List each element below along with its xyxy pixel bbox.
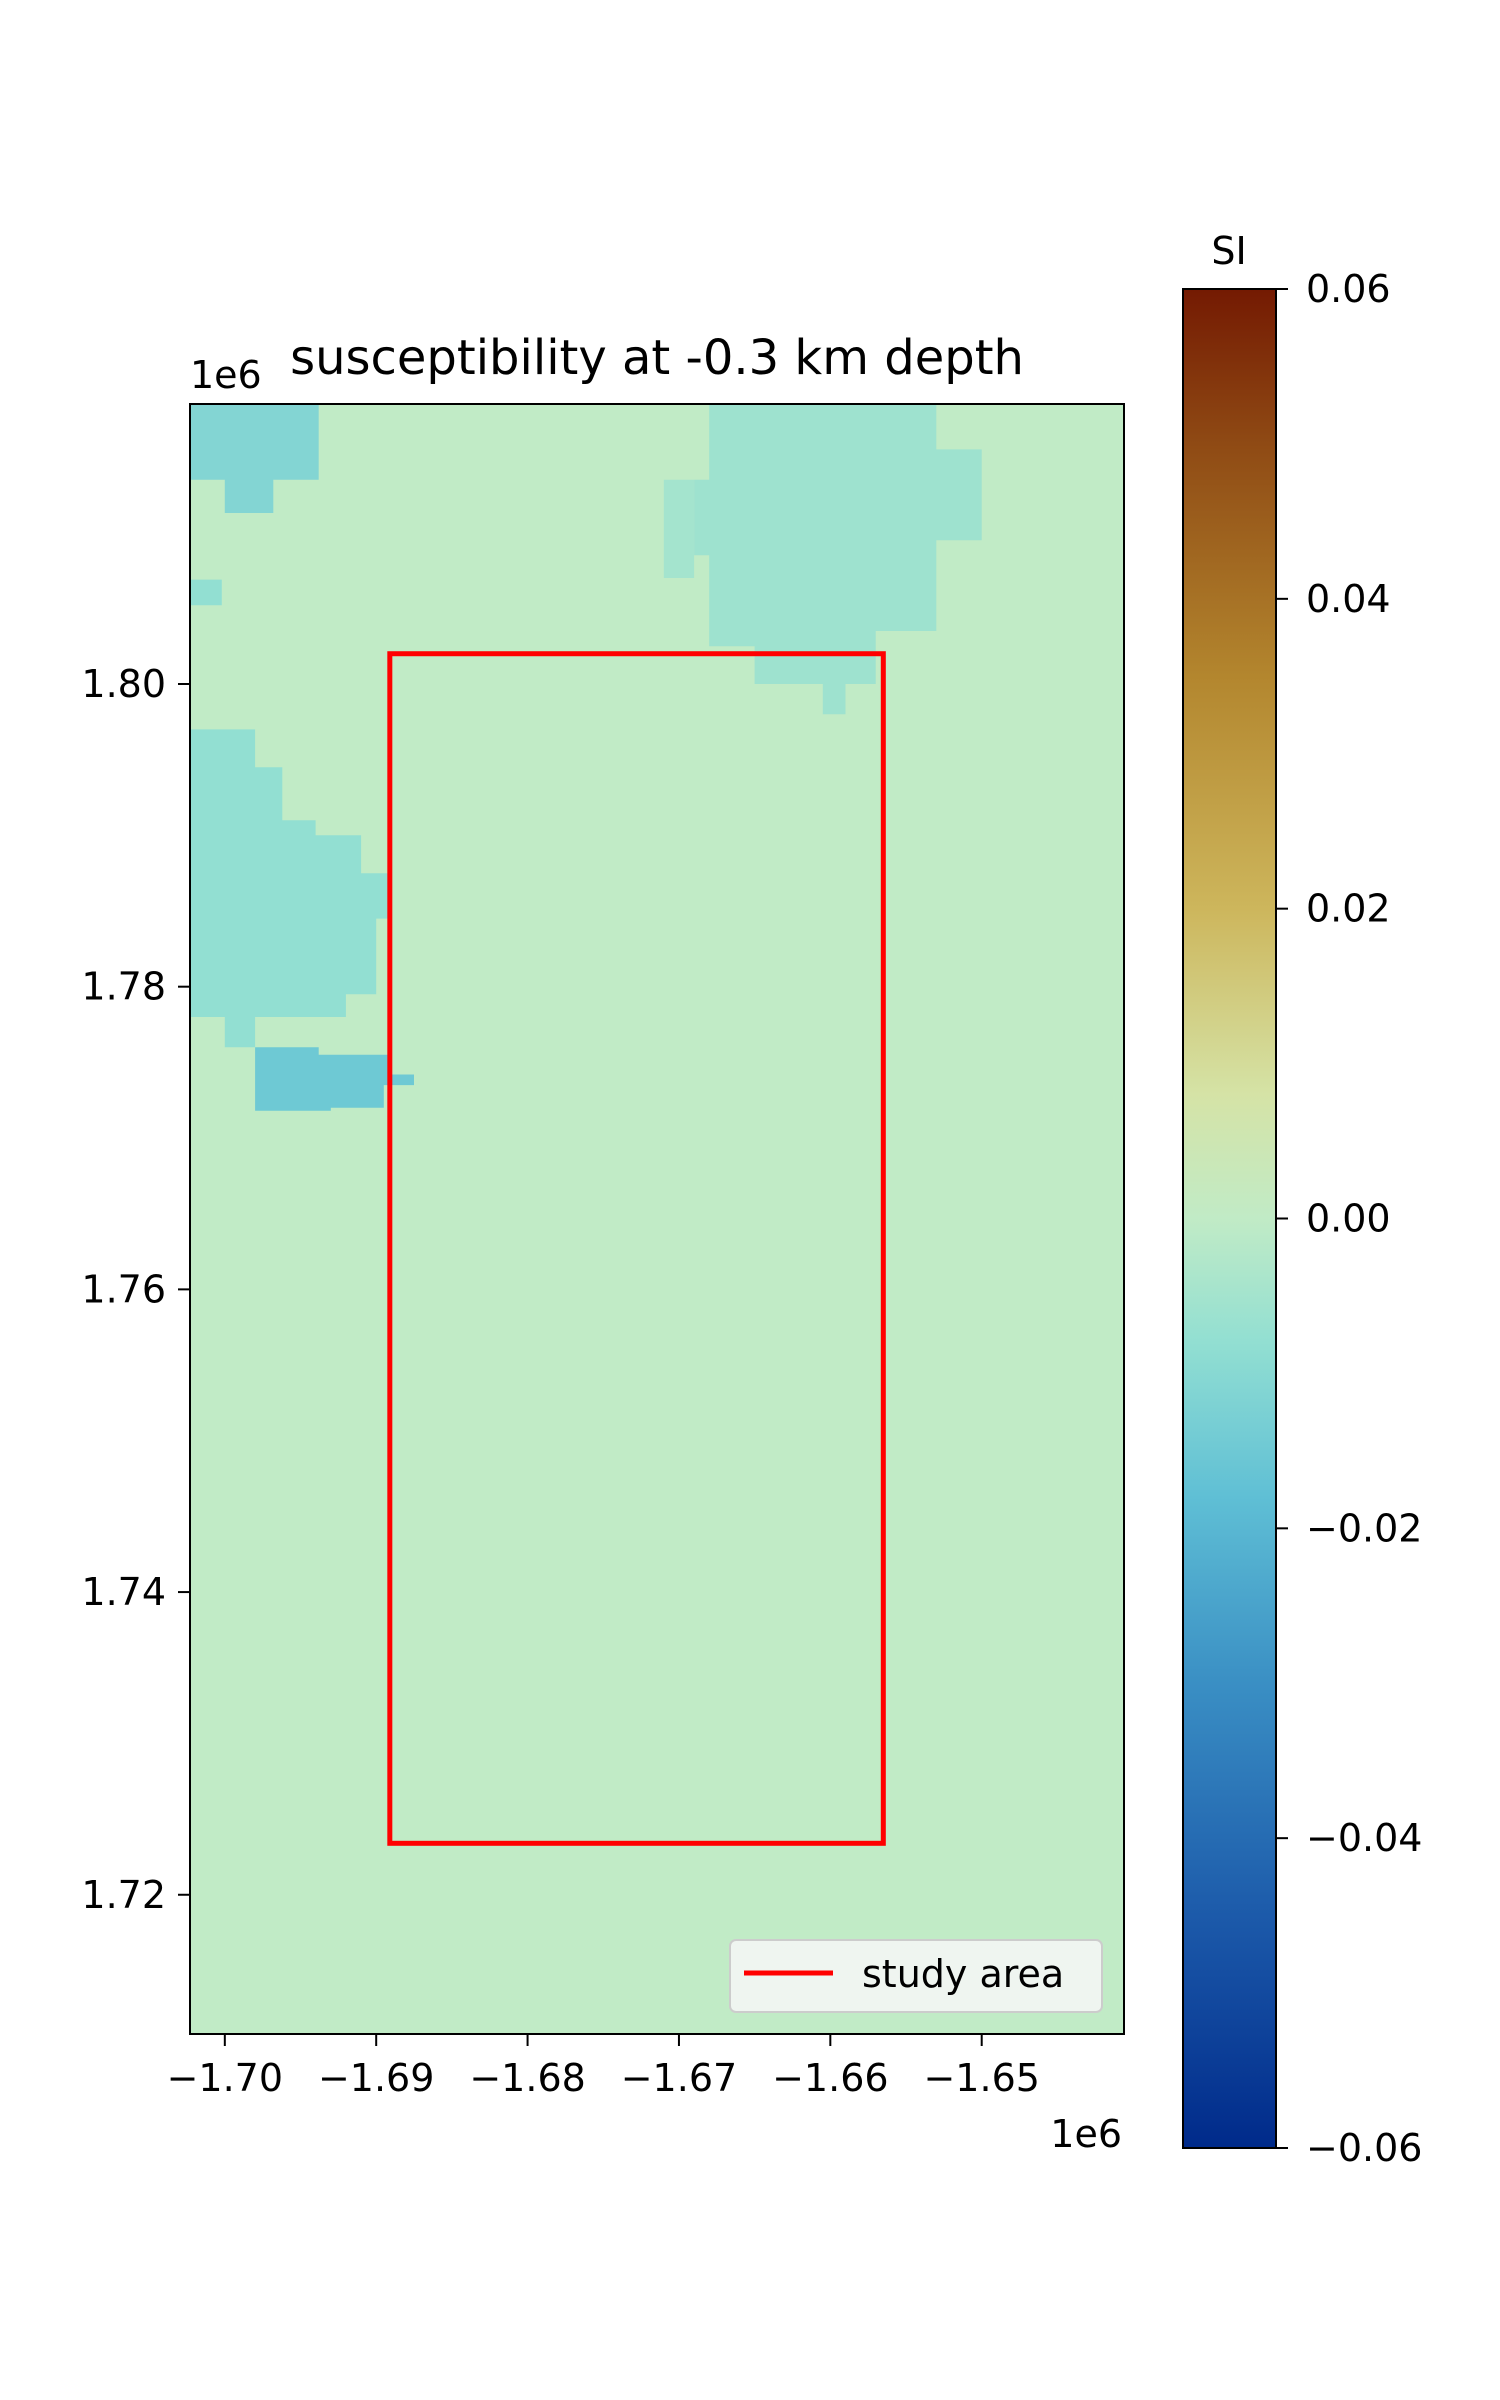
plot-title: susceptibility at -0.3 km depth [290, 330, 1024, 386]
x-tick-label: −1.65 [923, 2056, 1039, 2100]
y-tick-label: 1.76 [81, 1267, 166, 1311]
y-tick-label: 1.80 [81, 662, 166, 706]
anomaly-patch-0 [190, 404, 319, 513]
legend-label-study-area: study area [862, 1952, 1064, 1996]
anomaly-patch-5 [663, 479, 695, 578]
colorbar-tick-label: 0.04 [1306, 577, 1391, 621]
y-axis: 1.72 1.74 1.76 1.78 1.80 [81, 662, 190, 1917]
colorbar-label: SI [1211, 229, 1246, 273]
colorbar-gradient [1182, 288, 1277, 2149]
colorbar-tick-label: −0.06 [1306, 2126, 1422, 2170]
x-tick-label: −1.70 [167, 2056, 283, 2100]
colorbar-tick-label: 0.06 [1306, 267, 1391, 311]
colorbar-tick-label: −0.02 [1306, 1506, 1422, 1550]
anomaly-patch-4 [694, 404, 982, 715]
anomaly-patch-3 [255, 1047, 414, 1111]
y-tick-label: 1.78 [81, 965, 166, 1009]
main-plot: −1.70 −1.69 −1.68 −1.67 −1.66 −1.65 1.721.741… [81, 330, 1125, 2156]
legend-box [729, 1939, 1103, 2013]
colorbar-tick-label: −0.04 [1306, 1816, 1422, 1860]
x-tick-label: −1.66 [772, 2056, 888, 2100]
x-tick-label: −1.68 [469, 2056, 585, 2100]
anomaly-layer [190, 404, 982, 1111]
axes-frame [189, 403, 1125, 2035]
y-tick-label: 1.72 [81, 1873, 166, 1917]
heatmap-background [190, 404, 1124, 2034]
colorbar-axis: −0.06 −0.04 −0.02 0.00 0.02 0.04 0.06 [1276, 267, 1422, 2170]
y-tick-label: 1.74 [81, 1570, 166, 1614]
anomaly-patch-2 [190, 729, 392, 1048]
colorbar: −0.06 −0.04 −0.02 0.00 0.02 0.04 0.06 SI [1182, 229, 1422, 2170]
anomaly-patch-1 [190, 579, 222, 606]
x-tick-label: −1.67 [621, 2056, 737, 2100]
colorbar-tick-label: 0.00 [1306, 1197, 1391, 1241]
x-tick-label: −1.69 [318, 2056, 434, 2100]
x-offset-label: 1e6 [1050, 2112, 1122, 2156]
legend: study area [729, 1939, 1103, 2013]
y-offset-label: 1e6 [190, 353, 262, 397]
x-axis: −1.70 −1.69 −1.68 −1.67 −1.66 −1.65 [167, 2034, 1040, 2100]
colorbar-tick-label: 0.02 [1306, 887, 1391, 931]
study-area-rectangle [387, 651, 886, 1846]
